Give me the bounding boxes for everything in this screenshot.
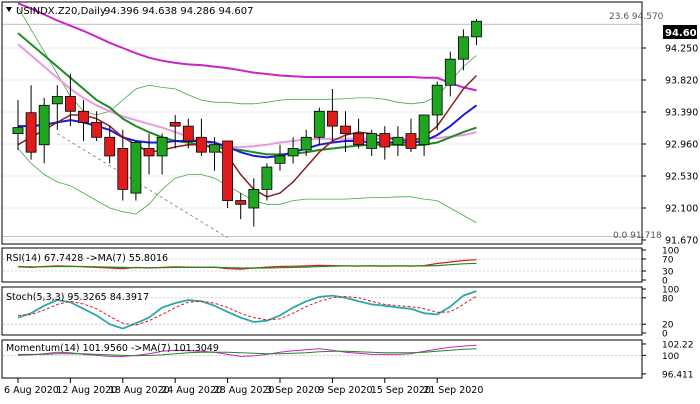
candle-body (418, 114, 430, 146)
date-tick-label: 3 Sep 2020 (266, 385, 320, 396)
price-tick-label: 91.670 (665, 236, 698, 247)
candle-body (117, 148, 129, 190)
momentum-layer (3, 344, 641, 357)
momentum-tick-label: 102.22 (662, 340, 694, 350)
candle-body (353, 133, 365, 146)
stoch-series-line (17, 295, 477, 326)
candle-body (431, 84, 443, 116)
price-tick-label: 92.960 (665, 140, 698, 151)
date-tick-label: 24 Aug 2020 (161, 385, 222, 396)
momentum-tick-label: 96.411 (662, 370, 694, 380)
current-price-tag (663, 25, 697, 39)
candle-body (340, 125, 351, 134)
candle-body (130, 142, 142, 194)
date-tick-label: 21 Sep 2020 (423, 385, 483, 396)
momentum-series-line (18, 348, 477, 357)
ohlc-readout: 94.396 94.638 94.286 94.607 (104, 6, 254, 17)
axis-labels-layer: 94.250 93.820 93.390 92.960 92.530 92.100 91.6… (4, 44, 698, 397)
stoch-tick-label: 0 (662, 330, 668, 340)
candle-body (25, 112, 37, 153)
date-tick-label: 15 Sep 2020 (371, 385, 431, 396)
date-tick-label: 6 Aug 2020 (4, 385, 59, 396)
ma-long-line (17, 2, 477, 92)
rsi-title: RSI(14) 67.7428 ->MA(7) 55.8016 (6, 253, 168, 264)
stoch-tick-label: 100 (662, 286, 679, 296)
candle-body (261, 166, 273, 190)
candle-body (379, 133, 391, 148)
candle-body (366, 133, 378, 149)
candle-body (392, 136, 404, 146)
price-tick-label: 92.100 (665, 204, 698, 215)
candle-body (274, 155, 286, 164)
stoch-panel-frame (1, 286, 643, 336)
momentum-tick-label: 100 (662, 352, 679, 362)
upper-band-line (17, 6, 477, 116)
date-tick-label: 18 Aug 2020 (109, 385, 170, 396)
date-tick-label: 9 Sep 2020 (318, 385, 372, 396)
candle-body (235, 200, 247, 205)
lower-band-line (17, 148, 477, 224)
candle-body (38, 104, 50, 146)
main-price-layer (3, 2, 641, 241)
candle-body (51, 95, 63, 105)
candle-body (313, 110, 325, 138)
fib-00-label: 0.0 91.718 (613, 231, 662, 241)
price-tick-label: 93.390 (665, 108, 698, 119)
stoch-layer (3, 290, 641, 330)
candle-body (143, 148, 155, 157)
candle-body (182, 125, 194, 142)
stoch-title: Stoch(5,3,3) 95.3265 84.3917 (6, 292, 149, 303)
candle-body (287, 148, 299, 157)
stoch-tick-label: 80 (662, 294, 674, 304)
candle-body (156, 136, 168, 157)
date-tick-label: 12 Aug 2020 (56, 385, 117, 396)
current-price-label: 94.607 (665, 28, 700, 39)
rsi-tick-label: 0 (662, 277, 668, 287)
price-tick-label: 92.530 (665, 172, 698, 183)
candle-body (104, 136, 116, 157)
rsi-tick-label: 30 (662, 268, 674, 278)
momentum-title: Momentum(14) 101.9560 ->MA(7) 101.3049 (6, 343, 219, 354)
candle-body (457, 36, 469, 60)
candle-body (78, 110, 89, 123)
stoch-tick-label: 20 (662, 321, 674, 331)
symbol-label: USINDX.Z20,Daily (16, 6, 106, 17)
rsi-layer (3, 258, 641, 272)
rsi-tick-label: 70 (662, 256, 674, 266)
fib-236-label: 23.6 94.570 (609, 12, 664, 22)
price-tick-label: 94.250 (665, 44, 698, 55)
candle-body (209, 144, 220, 153)
price-tick-label: 93.820 (665, 76, 698, 87)
main-panel-frame (1, 1, 643, 245)
momentum-panel-frame (1, 339, 643, 379)
momentum-series-line (17, 344, 477, 357)
candle-body (300, 136, 312, 151)
candle-body (405, 133, 417, 149)
rsi-panel-frame (1, 247, 643, 283)
collapse-triangle-icon[interactable] (6, 7, 12, 12)
candle-body (248, 188, 260, 209)
candle-body (326, 110, 338, 127)
date-tick-label: 28 Aug 2020 (214, 385, 275, 396)
rsi-series-line (17, 262, 477, 269)
candle-body (65, 95, 76, 112)
candle-body (444, 58, 456, 86)
candle-body (471, 20, 482, 38)
stoch-series-line (17, 290, 477, 330)
candle-body (169, 122, 181, 127)
candle-body (222, 140, 234, 201)
rsi-tick-label: 100 (662, 247, 679, 257)
candle-body (91, 122, 102, 138)
candle-body (195, 136, 207, 153)
ma-200-line (17, 43, 477, 148)
candle-body (12, 127, 24, 134)
